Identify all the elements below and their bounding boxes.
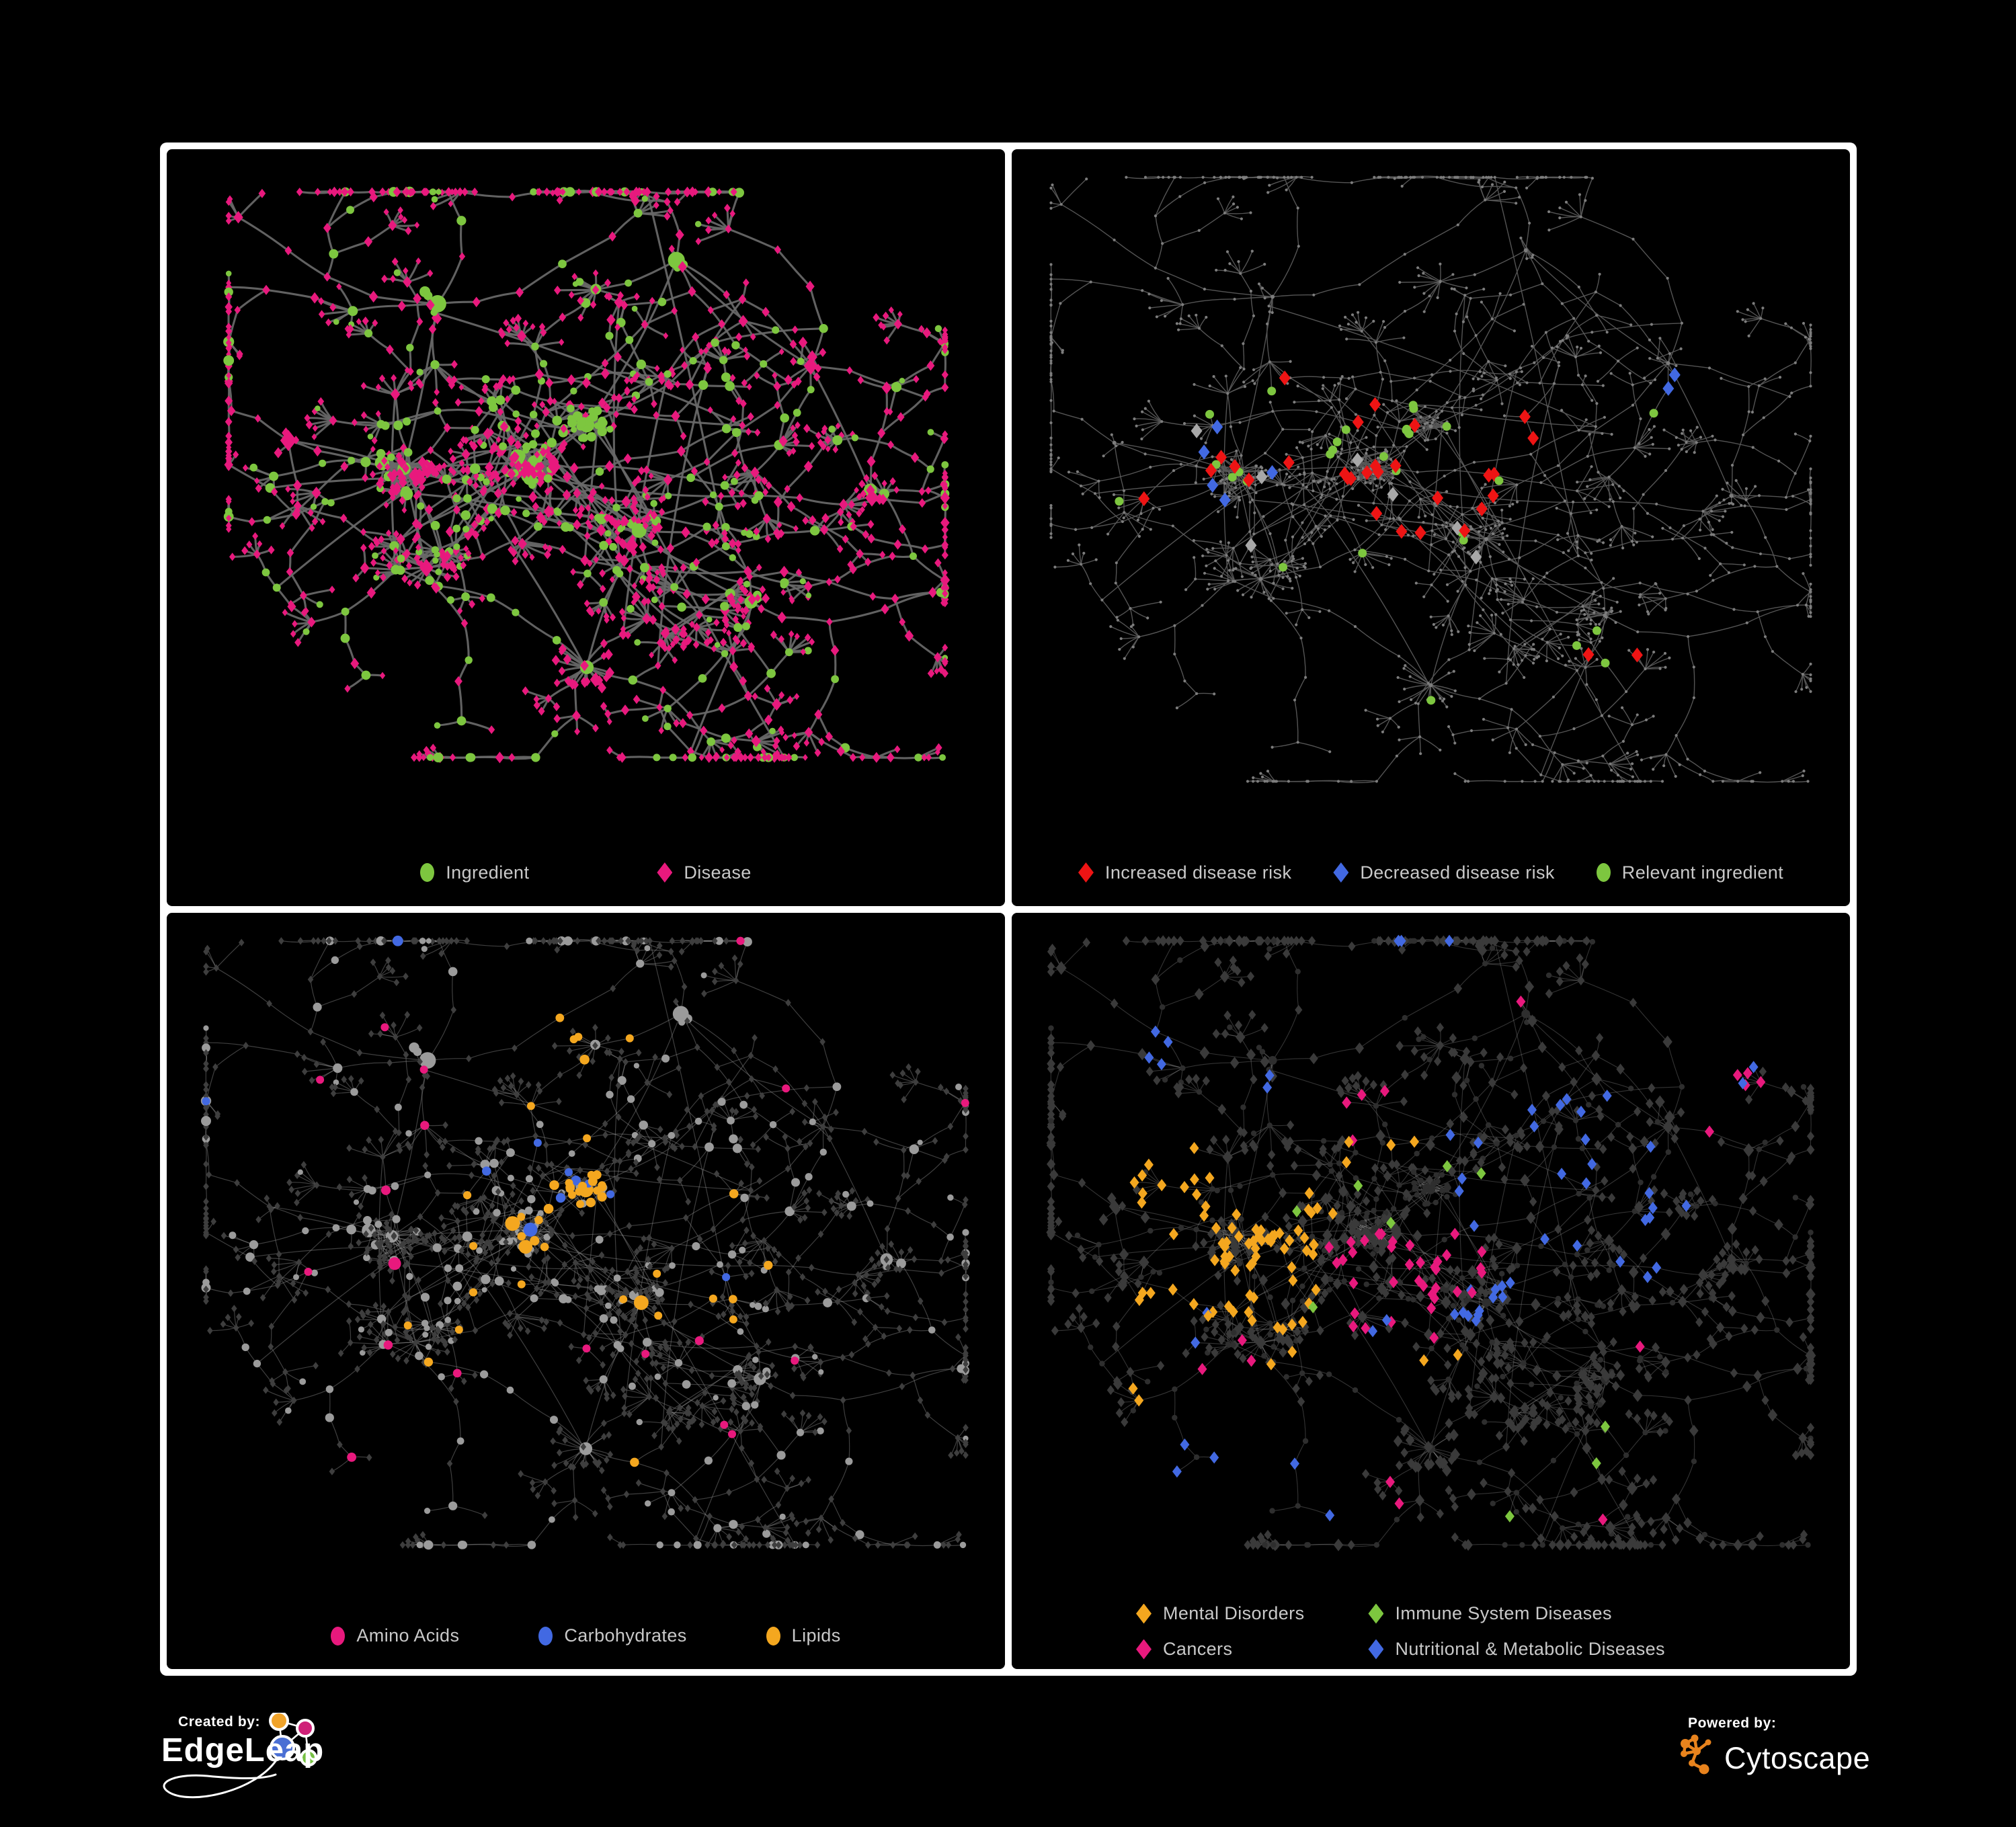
- legend-label: Carbohydrates: [564, 1625, 687, 1646]
- legend-item-ingredient: Ingredient: [420, 862, 529, 883]
- powered-by-label: Powered by:: [1688, 1715, 1777, 1731]
- legend-item-nutritional-metabolic-diseases: Nutritional & Metabolic Diseases: [1368, 1639, 1665, 1660]
- edgeleap-wordmark: EdgeLeap: [161, 1732, 325, 1769]
- legend-label: Mental Disorders: [1163, 1603, 1305, 1623]
- panel-disease-risk: Increased disease risk Decreased disease…: [1012, 149, 1850, 906]
- cytoscape-wordmark: Cytoscape: [1724, 1741, 1871, 1775]
- mental-disorders-diamond-marker: [1136, 1603, 1152, 1624]
- legend-item-relevant-ingredient: Relevant ingredient: [1596, 862, 1784, 883]
- legend-item-increased-risk: Increased disease risk: [1078, 862, 1291, 883]
- legend-nutrient-classes: Amino Acids Carbohydrates Lipids: [167, 1625, 1005, 1646]
- legend-item-decreased-risk: Decreased disease risk: [1333, 862, 1554, 883]
- lipids-circle-marker: [766, 1626, 780, 1646]
- edgeleap-credit: Created by: EdgeLeap: [160, 1713, 449, 1827]
- legend-label: Decreased disease risk: [1360, 862, 1555, 883]
- legend-label: Amino Acids: [356, 1625, 460, 1646]
- cytoscape-credit: Powered by: Cytoscape: [1677, 1715, 1899, 1803]
- four-panel-network-figure: Ingredient Disease Increased disease ris…: [160, 143, 1857, 1676]
- legend-label: Increased disease risk: [1104, 862, 1292, 883]
- panel-ingredient-disease: Ingredient Disease: [167, 149, 1005, 906]
- legend-label: Cancers: [1163, 1639, 1233, 1659]
- legend-item-lipids: Lipids: [766, 1625, 841, 1646]
- legend-label: Immune System Diseases: [1395, 1603, 1612, 1623]
- legend-item-mental-disorders: Mental Disorders: [1136, 1603, 1304, 1624]
- legend-label: Relevant ingredient: [1621, 862, 1784, 883]
- legend-item-carbohydrates: Carbohydrates: [538, 1625, 686, 1646]
- legend-label: Lipids: [791, 1625, 841, 1646]
- legend-item-disease: Disease: [657, 862, 751, 883]
- legend-ingredient-disease: Ingredient Disease: [167, 862, 1005, 883]
- legend-item-immune-system-diseases: Immune System Diseases: [1368, 1603, 1611, 1624]
- legend-label: Disease: [684, 862, 752, 883]
- network-canvas-disease-classes: [1046, 934, 1816, 1551]
- amino-acids-circle-marker: [331, 1626, 346, 1646]
- immune-system-diamond-marker: [1368, 1603, 1384, 1624]
- carbohydrates-circle-marker: [538, 1626, 553, 1646]
- panel-nutrient-classes: Amino Acids Carbohydrates Lipids: [167, 912, 1005, 1669]
- legend-item-amino-acids: Amino Acids: [331, 1625, 459, 1646]
- cancers-diamond-marker: [1136, 1639, 1152, 1660]
- legend-item-cancers: Cancers: [1136, 1639, 1232, 1660]
- legend-label: Ingredient: [446, 862, 530, 883]
- network-canvas-ingredient-disease: [223, 186, 951, 764]
- nutritional-metabolic-diamond-marker: [1368, 1639, 1384, 1660]
- ingredient-circle-marker: [420, 863, 435, 882]
- legend-label: Nutritional & Metabolic Diseases: [1395, 1639, 1665, 1659]
- increased-risk-diamond-marker: [1078, 862, 1094, 883]
- network-canvas-nutrient-classes: [200, 935, 970, 1549]
- decreased-risk-diamond-marker: [1333, 862, 1349, 883]
- disease-diamond-marker: [657, 862, 673, 883]
- legend-disease-risk: Increased disease risk Decreased disease…: [1012, 862, 1850, 883]
- cytoscape-logo-icon: [1681, 1734, 1711, 1775]
- created-by-label: Created by:: [178, 1714, 261, 1730]
- panel-disease-classes: Mental Disorders Immune System Diseases …: [1012, 912, 1850, 1669]
- edgeleap-logo-graphic: [163, 1713, 317, 1799]
- legend-disease-classes: Mental Disorders Immune System Diseases …: [1136, 1603, 1665, 1660]
- network-canvas-disease-risk: [1049, 175, 1812, 784]
- relevant-ingredient-circle-marker: [1596, 863, 1611, 882]
